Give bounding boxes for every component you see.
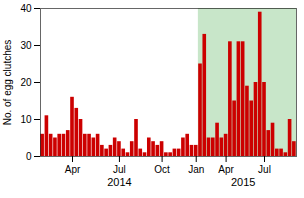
svg-text:2014: 2014 — [107, 176, 131, 188]
svg-text:No. of egg clutches: No. of egg clutches — [2, 40, 13, 126]
svg-text:0: 0 — [26, 151, 32, 162]
svg-text:30: 30 — [20, 40, 32, 51]
svg-text:10: 10 — [20, 114, 32, 125]
svg-text:40: 40 — [20, 3, 32, 14]
svg-text:20: 20 — [20, 77, 32, 88]
svg-text:Jan: Jan — [188, 164, 204, 175]
svg-text:Jul: Jul — [113, 164, 126, 175]
svg-text:Apr: Apr — [65, 164, 81, 175]
svg-text:Jul: Jul — [258, 164, 271, 175]
svg-text:2015: 2015 — [231, 176, 255, 188]
svg-text:Oct: Oct — [154, 164, 170, 175]
svg-text:Apr: Apr — [218, 164, 234, 175]
